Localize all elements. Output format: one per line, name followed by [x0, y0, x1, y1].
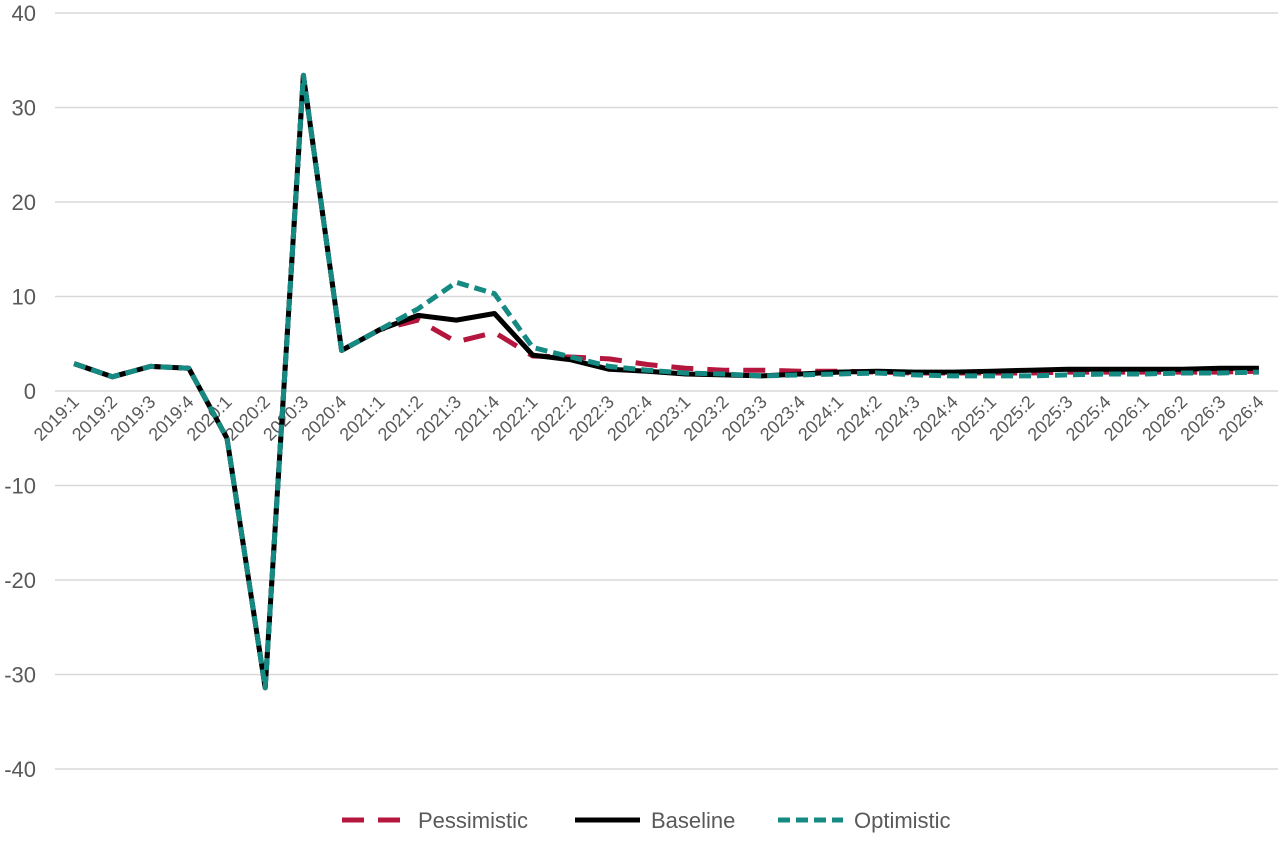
y-tick-label: -40 [4, 757, 36, 782]
y-tick-label: 0 [24, 379, 36, 404]
series-line-optimistic [73, 72, 1259, 691]
gridlines [55, 12, 1278, 770]
y-tick-label: 10 [12, 285, 36, 310]
y-tick-label: 40 [12, 1, 36, 26]
legend-label-optimistic: Optimistic [854, 808, 951, 833]
legend-label-pessimistic: Pessimistic [418, 808, 528, 833]
series-lines [73, 72, 1259, 691]
y-axis: 40 30 20 10 0 -10 -20 -30 -40 [4, 1, 36, 782]
series-line-baseline [73, 72, 1259, 691]
y-tick-label: 20 [12, 190, 36, 215]
y-tick-label: -10 [4, 474, 36, 499]
y-tick-label: 30 [12, 96, 36, 121]
legend: Pessimistic Baseline Optimistic [342, 808, 951, 833]
y-tick-label: -30 [4, 663, 36, 688]
legend-label-baseline: Baseline [651, 808, 735, 833]
y-tick-label: -20 [4, 568, 36, 593]
